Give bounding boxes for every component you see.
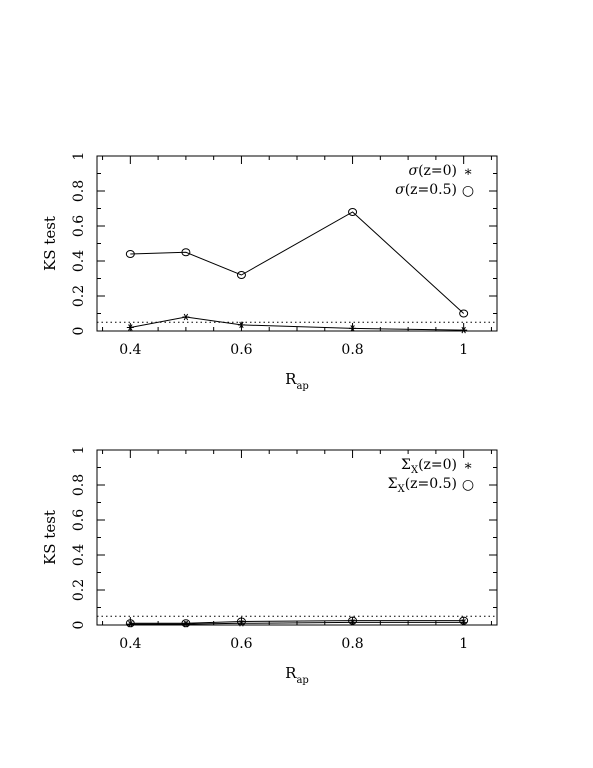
y-tick-label: 0 xyxy=(71,621,87,630)
data-point-star xyxy=(126,620,134,628)
x-tick-label: 0.8 xyxy=(341,342,363,358)
x-tick-label: 0.8 xyxy=(341,636,363,652)
legend-subscript: X xyxy=(398,484,406,495)
y-tick-label: 0.8 xyxy=(71,474,87,496)
x-tick-label: 0.6 xyxy=(230,636,252,652)
star-stroke xyxy=(461,326,466,334)
x-tick-label: 0.4 xyxy=(119,636,141,652)
data-point-circle xyxy=(459,616,469,625)
data-point-circle xyxy=(125,619,135,628)
legend-rest: (z=0) xyxy=(418,163,457,179)
legend-marker: ○ xyxy=(462,477,474,493)
legend-symbol: Σ xyxy=(388,476,398,492)
legend-subscript: X xyxy=(411,465,419,476)
star-stroke xyxy=(350,325,355,332)
data-point-star xyxy=(237,321,245,329)
star-stroke xyxy=(183,620,189,628)
legend-symbol: Σ xyxy=(401,457,411,473)
x-axis-title-main: R xyxy=(285,370,297,388)
legend-symbol: σ xyxy=(395,182,405,198)
series-line xyxy=(130,211,465,314)
x-axis-title: Rap xyxy=(285,664,309,686)
y-axis-title: KS test xyxy=(41,216,59,271)
star-stroke xyxy=(128,620,133,628)
star-stroke xyxy=(239,321,244,329)
data-point-circle xyxy=(125,250,135,258)
y-tick-label: 0.4 xyxy=(71,250,87,272)
data-point-circle xyxy=(181,619,191,628)
legend-tail: (z=0) xyxy=(418,457,457,473)
x-tick-label: 1 xyxy=(459,342,468,358)
y-tick-label: 0.6 xyxy=(71,215,87,237)
y-tick-label: 0.2 xyxy=(71,285,87,307)
data-point-circle xyxy=(348,208,358,216)
data-point-star xyxy=(182,620,190,628)
data-point-star xyxy=(126,324,134,331)
legend-marker: ∗ xyxy=(463,458,473,474)
series-line xyxy=(130,620,464,624)
data-point-circle xyxy=(459,309,469,318)
x-tick-label: 0.4 xyxy=(119,342,141,358)
star-stroke xyxy=(183,313,189,321)
legend-tail: (z=0.5) xyxy=(405,476,457,492)
data-point-star xyxy=(182,313,190,321)
data-point-circle xyxy=(236,271,246,279)
y-tick-label: 0.6 xyxy=(71,509,87,531)
legend-symbol: σ xyxy=(409,163,419,179)
x-axis-title-subscript: ap xyxy=(296,381,308,392)
top-panel-sigma: 00.20.40.60.810.4 0.6 0.8 1KS testRapσ(z=0)… xyxy=(41,152,498,392)
y-tick-label: 0.8 xyxy=(71,180,87,202)
y-axis-title: KS test xyxy=(41,510,59,565)
x-axis-title-subscript: ap xyxy=(296,675,308,686)
legend-label: σ(z=0) xyxy=(409,163,458,179)
data-point-star xyxy=(460,326,468,334)
y-tick-label: 0 xyxy=(71,327,87,336)
legend-label: σ(z=0.5) xyxy=(395,182,457,198)
data-point-star xyxy=(349,325,357,332)
x-tick-label: 0.6 xyxy=(230,342,252,358)
y-tick-label: 1 xyxy=(71,446,87,455)
legend-rest: (z=0.5) xyxy=(405,182,457,198)
legend-label: ΣX(z=0.5) xyxy=(388,476,457,495)
bottom-panel-sigma-x: 00.20.40.60.810.4 0.6 0.8 1KS testRapΣX(z=0… xyxy=(41,446,498,686)
data-point-circle xyxy=(181,248,191,257)
y-tick-label: 0.2 xyxy=(71,579,87,601)
data-point-circle xyxy=(236,617,246,626)
y-tick-label: 1 xyxy=(71,152,87,161)
legend-marker: ∗ xyxy=(463,164,473,180)
x-axis-title: Rap xyxy=(285,370,309,392)
x-axis-title-main: R xyxy=(285,664,297,682)
x-tick-label: 1 xyxy=(459,636,468,652)
star-stroke xyxy=(128,324,133,331)
legend-marker: ○ xyxy=(462,183,474,199)
legend-label: ΣX(z=0) xyxy=(401,457,457,476)
y-tick-label: 0.4 xyxy=(71,544,87,566)
data-point-circle xyxy=(348,616,358,625)
